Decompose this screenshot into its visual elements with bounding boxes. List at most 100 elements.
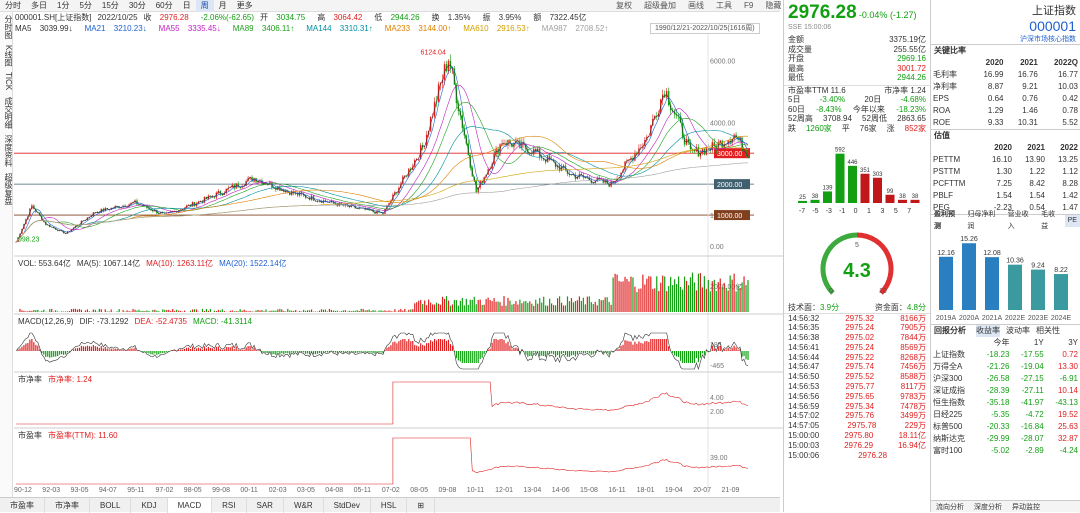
volume-bar — [140, 311, 141, 312]
macd-bar — [626, 341, 627, 351]
sidebar-item[interactable]: 分时图 — [0, 12, 13, 42]
tool-button[interactable]: 画线 — [682, 0, 710, 12]
volume-bar — [720, 279, 721, 312]
ma-line — [16, 147, 748, 242]
macd-bar — [638, 341, 639, 351]
volume-bar — [618, 281, 619, 312]
y-axis-label: 6000.00 — [710, 58, 735, 65]
volume-bar — [404, 309, 405, 312]
return-label: 富时100 — [931, 445, 977, 457]
volume-bar — [156, 311, 157, 312]
tool-button[interactable]: 工具 — [710, 0, 738, 12]
last-price: 2976.28 — [788, 2, 857, 23]
indicator-tab[interactable]: MACD — [168, 498, 213, 513]
forecast-value: 9.24 — [1031, 263, 1045, 270]
macd-bar — [515, 348, 516, 351]
macd-bar — [694, 351, 695, 363]
ma-name: MA987 — [542, 24, 567, 33]
period-tab[interactable]: 5分 — [74, 0, 96, 12]
tick-price: 2975.22 — [845, 353, 874, 363]
macd-bar — [242, 349, 243, 351]
dist-value: 592 — [835, 148, 846, 154]
sidebar-item[interactable]: 深度资料 — [0, 132, 13, 170]
indicator-tab[interactable]: RSI — [212, 498, 246, 513]
index-name: 上证指数 — [935, 2, 1076, 18]
macd-bar — [648, 342, 649, 351]
macd-bar — [404, 339, 405, 351]
macd-bar — [630, 342, 631, 351]
indicator-tab[interactable]: StdDev — [324, 498, 371, 513]
return-value: -29.99 — [977, 433, 1011, 445]
macd-bar — [408, 339, 409, 351]
rise-count: 852家 — [905, 124, 926, 134]
volume-bar — [523, 302, 524, 312]
macd-bar — [583, 351, 584, 353]
bottom-tab[interactable]: 流向分析 — [931, 502, 969, 512]
period-tab[interactable]: 1分 — [52, 0, 74, 12]
indicator-tab[interactable]: KDJ — [131, 498, 167, 513]
bottom-tab[interactable]: 深度分析 — [969, 502, 1007, 512]
volume-bar — [434, 305, 435, 312]
macd-bar — [501, 339, 502, 351]
volume-bar — [398, 310, 399, 312]
macd-bar — [448, 340, 449, 351]
macd-bar — [664, 339, 665, 351]
indicator-tab[interactable]: BOLL — [90, 498, 131, 513]
volume-bar — [263, 311, 264, 312]
macd-bar — [204, 346, 205, 351]
sidebar-item[interactable]: TICK — [0, 69, 13, 93]
return-value: 19.52 — [1046, 409, 1080, 421]
return-tab[interactable]: 相关性 — [1036, 325, 1060, 337]
sidebar-item[interactable]: K线图 — [0, 42, 13, 69]
period-tab[interactable]: 周 — [196, 0, 214, 12]
macd-bar — [53, 351, 54, 357]
tick-price: 2975.80 — [844, 431, 873, 441]
tick-volume: 9783万 — [900, 392, 926, 402]
x-tick-label: 94-07 — [99, 487, 117, 494]
x-tick-label: 12-01 — [495, 487, 513, 494]
return-tab[interactable]: 收益率 — [976, 325, 1000, 337]
forecast-tab[interactable]: PE — [1065, 215, 1080, 227]
period-tab[interactable]: 月 — [214, 0, 232, 12]
macd-bar — [589, 351, 590, 353]
ratio-label: 毛利率 — [931, 69, 971, 81]
return-label: 沪深300 — [931, 373, 977, 385]
macd-y-label: -465 — [710, 363, 724, 370]
indicator-tab[interactable]: ⊞ — [407, 498, 435, 513]
indicator-tab[interactable]: W&R — [284, 498, 324, 513]
volume-bar — [611, 305, 612, 312]
tool-button[interactable]: 超级叠加 — [638, 0, 682, 12]
bottom-tab[interactable]: 异动监控 — [1007, 502, 1045, 512]
tool-button[interactable]: F9 — [738, 0, 759, 12]
chart-area[interactable]: 6000.004000.001000.000.003000.002000.001… — [14, 34, 784, 497]
volume-bar — [632, 277, 633, 312]
return-tab[interactable]: 波动率 — [1006, 325, 1030, 337]
period-tab[interactable]: 更多 — [232, 0, 258, 12]
volume-bar — [648, 276, 649, 312]
period-tab[interactable]: 15分 — [97, 0, 124, 12]
indicator-tab[interactable]: 市净率 — [45, 498, 90, 513]
period-tab[interactable]: 日 — [178, 0, 196, 12]
volume-bar — [736, 291, 737, 312]
date-range[interactable]: 1990/12/21-2022/10/25(1616周) — [650, 23, 760, 34]
period-tab[interactable]: 60分 — [151, 0, 178, 12]
tool-button[interactable]: 复权 — [610, 0, 638, 12]
return-col-header: 1Y — [1011, 337, 1045, 349]
indicator-tab[interactable]: 市盈率 — [0, 498, 45, 513]
period-tab[interactable]: 分时 — [0, 0, 26, 12]
volume-bar — [615, 274, 616, 312]
indicator-tab[interactable]: HSL — [371, 498, 408, 513]
sidebar-item[interactable]: 成交明细 — [0, 94, 13, 132]
volume-bar — [650, 276, 651, 312]
sidebar-item[interactable]: 超级复盘 — [0, 170, 13, 208]
volume-bar — [436, 303, 437, 312]
ytd-label: 今年以来 — [853, 105, 885, 115]
period-tab[interactable]: 30分 — [124, 0, 151, 12]
macd-bar — [468, 351, 469, 363]
volume-bar — [454, 300, 455, 312]
gauge-mid-label: 5 — [855, 242, 859, 249]
period-tab[interactable]: 多日 — [26, 0, 52, 12]
macd-bar — [662, 339, 663, 351]
indicator-tab[interactable]: SAR — [247, 498, 284, 513]
